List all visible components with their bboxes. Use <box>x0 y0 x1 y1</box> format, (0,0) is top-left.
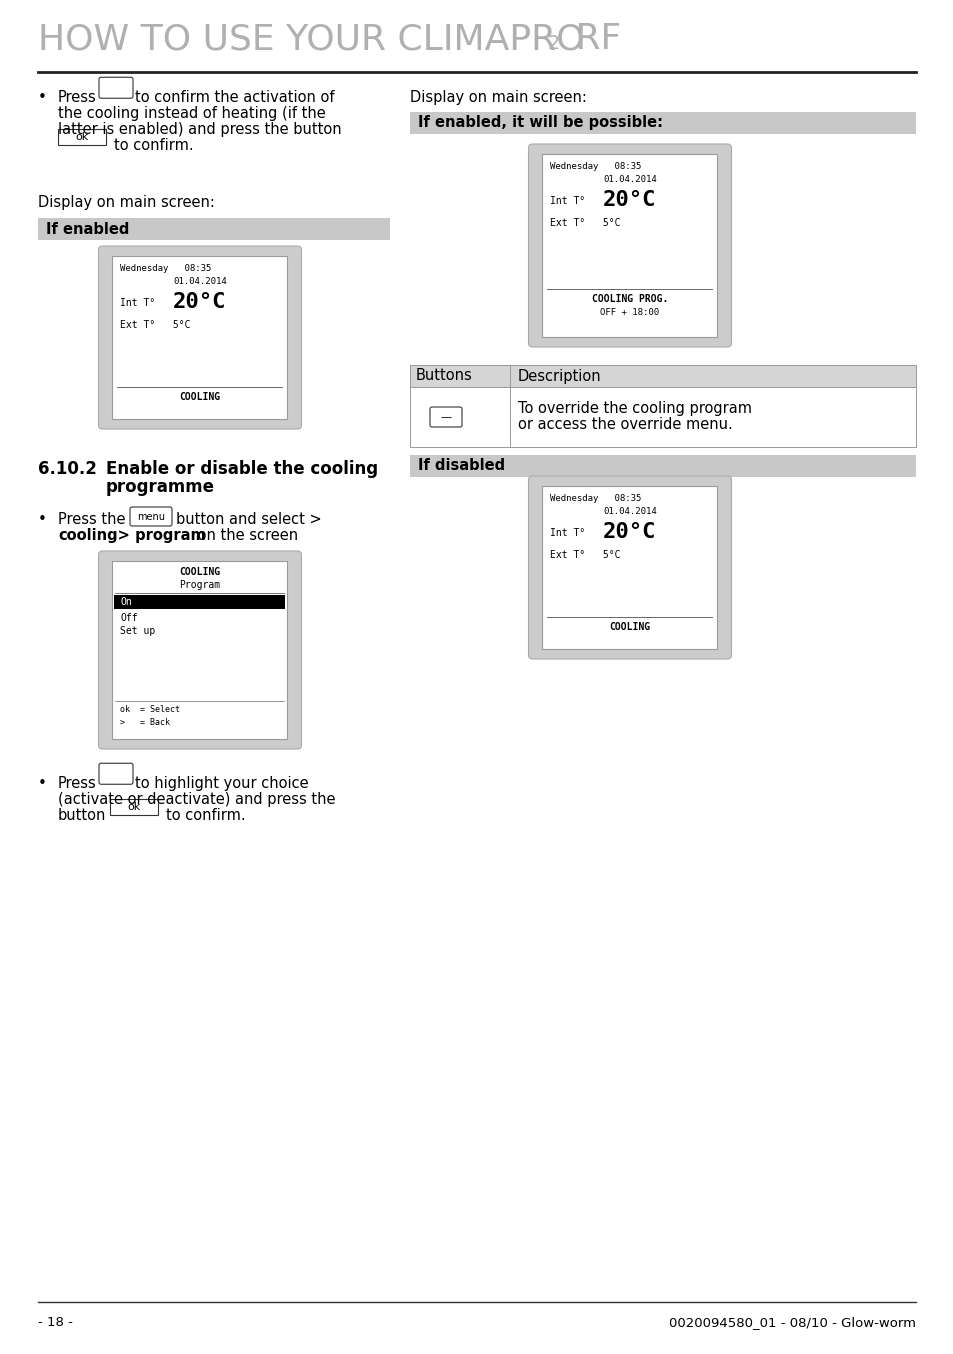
Text: Description: Description <box>517 368 601 383</box>
Text: latter is enabled) and press the button: latter is enabled) and press the button <box>58 122 341 137</box>
Text: RF: RF <box>563 22 620 56</box>
Text: Press: Press <box>58 776 96 791</box>
Text: Press: Press <box>58 89 96 106</box>
Bar <box>38 218 390 240</box>
FancyBboxPatch shape <box>130 506 172 525</box>
Text: Display on main screen:: Display on main screen: <box>410 89 586 106</box>
Text: on the screen: on the screen <box>193 528 297 543</box>
Text: If enabled, it will be possible:: If enabled, it will be possible: <box>417 115 662 130</box>
Text: 20°C: 20°C <box>602 523 656 542</box>
Text: 6.10.2: 6.10.2 <box>38 460 97 478</box>
Bar <box>410 455 915 477</box>
Text: ok: ok <box>128 802 140 812</box>
Text: Ext T°   5°C: Ext T° 5°C <box>120 320 191 330</box>
Text: the cooling instead of heating (if the: the cooling instead of heating (if the <box>58 106 325 121</box>
FancyBboxPatch shape <box>528 144 731 347</box>
Text: Wednesday   08:35: Wednesday 08:35 <box>550 494 641 502</box>
Text: menu: menu <box>137 512 165 523</box>
Text: Display on main screen:: Display on main screen: <box>38 195 214 210</box>
FancyBboxPatch shape <box>98 551 301 749</box>
Text: >   = Back: > = Back <box>120 718 171 727</box>
Text: cooling>: cooling> <box>58 528 130 543</box>
Text: HOW TO USE YOUR CLIMAPRO: HOW TO USE YOUR CLIMAPRO <box>38 22 584 56</box>
Text: Buttons: Buttons <box>416 368 473 383</box>
Text: Int T°: Int T° <box>550 528 585 538</box>
Text: 01.04.2014: 01.04.2014 <box>602 175 657 184</box>
Text: Set up: Set up <box>120 626 155 636</box>
Text: 20°C: 20°C <box>602 190 656 210</box>
Bar <box>410 112 915 134</box>
Text: to highlight your choice: to highlight your choice <box>135 776 309 791</box>
Text: ok  = Select: ok = Select <box>120 705 180 714</box>
Text: Ext T°   5°C: Ext T° 5°C <box>550 550 620 561</box>
Text: button: button <box>58 808 107 823</box>
Text: Int T°: Int T° <box>120 298 155 307</box>
Text: to confirm.: to confirm. <box>113 138 193 153</box>
Bar <box>112 256 287 418</box>
Bar <box>110 799 158 815</box>
Text: To override the cooling program: To override the cooling program <box>517 401 751 416</box>
Bar <box>112 561 287 739</box>
Bar <box>410 366 915 387</box>
Text: —: — <box>111 83 121 93</box>
Text: to confirm the activation of: to confirm the activation of <box>135 89 335 106</box>
Text: OFF + 18:00: OFF + 18:00 <box>599 307 659 317</box>
FancyBboxPatch shape <box>528 477 731 659</box>
Text: COOLING: COOLING <box>179 567 220 577</box>
Bar <box>542 486 717 649</box>
Text: On: On <box>120 597 132 607</box>
Text: ok: ok <box>75 133 89 142</box>
Text: to confirm.: to confirm. <box>166 808 245 823</box>
Text: Ext T°   5°C: Ext T° 5°C <box>550 218 620 227</box>
Text: 20°C: 20°C <box>172 292 226 311</box>
Text: or access the override menu.: or access the override menu. <box>517 417 732 432</box>
Text: •: • <box>38 512 47 527</box>
Text: button and select >: button and select > <box>175 512 321 527</box>
FancyBboxPatch shape <box>99 77 132 99</box>
FancyBboxPatch shape <box>98 246 301 429</box>
Text: •: • <box>38 89 47 106</box>
Text: COOLING PROG.: COOLING PROG. <box>591 294 667 305</box>
Text: programme: programme <box>106 478 214 496</box>
Text: Off: Off <box>120 613 138 623</box>
Text: —: — <box>111 769 121 779</box>
Text: If enabled: If enabled <box>46 222 130 237</box>
Bar <box>58 129 106 145</box>
Text: Wednesday   08:35: Wednesday 08:35 <box>120 264 212 274</box>
Text: 2: 2 <box>547 34 559 53</box>
Text: program: program <box>130 528 206 543</box>
Bar <box>410 387 915 447</box>
Bar <box>542 154 717 337</box>
FancyBboxPatch shape <box>99 764 132 784</box>
Text: •: • <box>38 776 47 791</box>
Text: If disabled: If disabled <box>417 459 504 474</box>
Text: COOLING: COOLING <box>609 621 650 632</box>
Text: Int T°: Int T° <box>550 196 585 206</box>
Bar <box>114 594 285 609</box>
Text: Press the: Press the <box>58 512 126 527</box>
Text: Program: Program <box>179 580 220 590</box>
Text: (activate or deactivate) and press the: (activate or deactivate) and press the <box>58 792 335 807</box>
Text: COOLING: COOLING <box>179 393 220 402</box>
Text: 0020094580_01 - 08/10 - Glow-worm: 0020094580_01 - 08/10 - Glow-worm <box>668 1316 915 1330</box>
Text: —: — <box>440 412 451 422</box>
Text: Wednesday   08:35: Wednesday 08:35 <box>550 162 641 171</box>
Text: Enable or disable the cooling: Enable or disable the cooling <box>106 460 377 478</box>
Text: 01.04.2014: 01.04.2014 <box>602 506 657 516</box>
Text: 01.04.2014: 01.04.2014 <box>172 278 227 286</box>
FancyBboxPatch shape <box>430 408 461 427</box>
Text: - 18 -: - 18 - <box>38 1316 72 1330</box>
